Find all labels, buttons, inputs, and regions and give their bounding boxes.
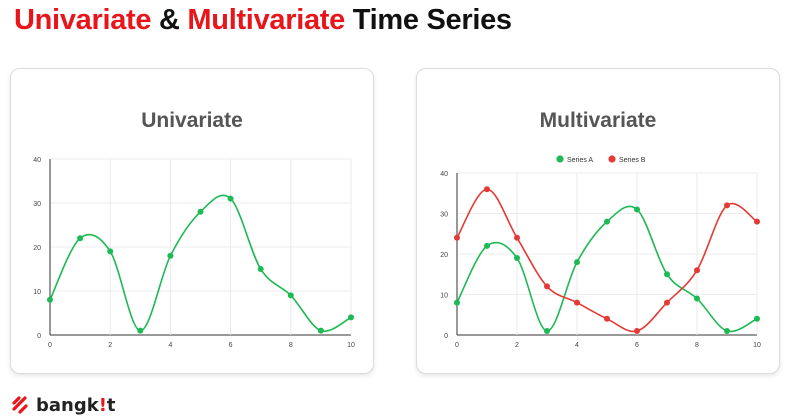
brand-logo: bangk!t xyxy=(10,394,116,416)
y-tick-label: 10 xyxy=(33,289,41,296)
data-point xyxy=(634,206,640,213)
title-multivariate: Multivariate xyxy=(187,4,345,36)
data-point xyxy=(137,327,144,334)
multivariate-chart: 0 10 20 30 40 0 2 4 6 8 10 Series A Series B xyxy=(440,155,761,349)
x-tick-label: 2 xyxy=(108,342,112,349)
bangkit-logo-icon xyxy=(12,396,28,414)
univariate-chart-card: Univariate 0 10 20 30 40 0 2 4 6 8 10 xyxy=(10,68,374,374)
data-point xyxy=(77,235,84,242)
y-tick-label: 30 xyxy=(440,212,448,219)
data-point xyxy=(257,266,264,272)
x-tick-label: 10 xyxy=(753,342,761,349)
y-tick-label: 0 xyxy=(444,333,448,340)
data-point xyxy=(694,267,700,274)
data-point xyxy=(754,218,760,225)
y-tick-label: 40 xyxy=(33,157,41,164)
x-tick-label: 4 xyxy=(575,342,579,349)
data-point xyxy=(107,248,114,255)
y-tick-label: 30 xyxy=(33,201,41,208)
data-point xyxy=(317,327,324,334)
data-point xyxy=(604,315,610,322)
data-point xyxy=(287,292,294,299)
data-point xyxy=(514,234,520,241)
y-tick-label: 10 xyxy=(440,293,448,300)
univariate-chart-title: Univariate xyxy=(141,109,243,132)
data-point xyxy=(634,327,640,334)
data-point xyxy=(724,202,730,209)
series-line-a xyxy=(49,194,352,332)
x-tick-label: 6 xyxy=(635,342,639,349)
data-point xyxy=(544,327,550,334)
x-tick-label: 0 xyxy=(455,342,459,349)
data-point xyxy=(724,327,730,334)
multivariate-chart-card: Multivariate 0 10 20 30 40 0 2 4 6 8 10 Series A Ser… xyxy=(416,68,780,374)
data-point xyxy=(574,259,580,266)
x-tick-label: 10 xyxy=(347,342,355,349)
legend-label-series-a: Series A xyxy=(567,157,593,164)
data-point xyxy=(604,218,610,225)
data-point xyxy=(47,296,53,303)
data-point xyxy=(694,295,700,302)
data-point xyxy=(544,283,550,290)
multivariate-chart-title: Multivariate xyxy=(539,109,657,132)
series-line-b xyxy=(456,188,758,333)
brand-name: bangk!t xyxy=(36,394,116,416)
slide-title: Univariate & Multivariate Time Series xyxy=(14,4,512,37)
data-point xyxy=(454,299,460,306)
title-time-series: Time Series xyxy=(352,4,512,36)
data-point xyxy=(664,271,670,278)
series-line-a xyxy=(456,205,758,333)
y-tick-label: 20 xyxy=(33,245,41,252)
title-univariate: Univariate xyxy=(14,4,152,36)
legend-label-series-b: Series B xyxy=(619,157,646,164)
data-point xyxy=(574,299,580,306)
x-tick-label: 2 xyxy=(515,342,519,349)
data-point xyxy=(484,186,490,193)
legend-marker-series-b xyxy=(608,155,616,163)
data-point xyxy=(348,314,354,321)
data-point xyxy=(754,315,760,322)
data-point xyxy=(167,252,174,259)
data-point xyxy=(664,299,670,306)
legend-marker-series-a xyxy=(556,155,564,163)
data-point xyxy=(514,255,520,262)
univariate-chart: 0 10 20 30 40 0 2 4 6 8 10 xyxy=(33,157,355,349)
y-tick-label: 40 xyxy=(440,171,448,178)
x-tick-label: 0 xyxy=(48,342,52,349)
data-point xyxy=(484,242,490,249)
y-tick-label: 0 xyxy=(37,333,41,340)
y-tick-label: 20 xyxy=(440,252,448,259)
x-tick-label: 6 xyxy=(229,342,233,349)
title-ampersand: & xyxy=(159,4,180,36)
data-point xyxy=(454,234,460,241)
x-tick-label: 8 xyxy=(695,342,699,349)
x-tick-label: 8 xyxy=(289,342,293,349)
x-tick-label: 4 xyxy=(168,342,172,349)
data-point xyxy=(197,208,204,215)
data-point xyxy=(227,195,234,202)
